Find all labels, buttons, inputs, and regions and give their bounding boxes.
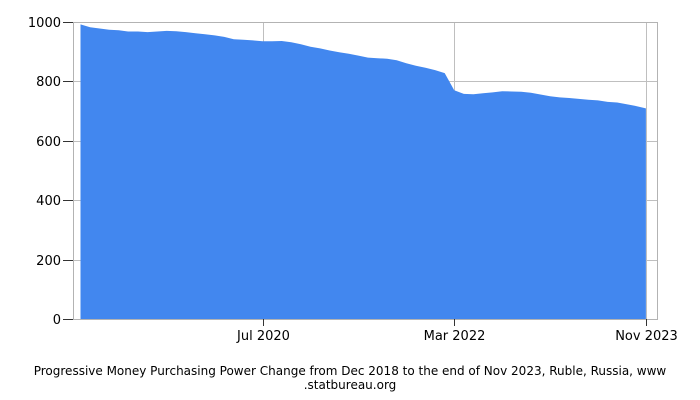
y-tick-label: 600 [36,135,61,150]
y-tick-label: 1000 [28,16,61,31]
chart-caption-line1: Progressive Money Purchasing Power Chang… [33,364,667,378]
x-tick-label: Jul 2020 [236,329,290,344]
y-tick-label: 200 [36,254,61,269]
x-tick-label: Nov 2023 [615,329,678,344]
y-tick-label: 0 [53,313,61,328]
chart-caption: Progressive Money Purchasing Power Chang… [0,364,700,392]
chart-caption-line2: .statbureau.org [303,378,397,392]
area-series [80,24,646,320]
y-tick-label: 400 [36,194,61,209]
x-tick-label: Mar 2022 [424,329,486,344]
y-tick-label: 800 [36,75,61,90]
plot-border [73,22,658,320]
